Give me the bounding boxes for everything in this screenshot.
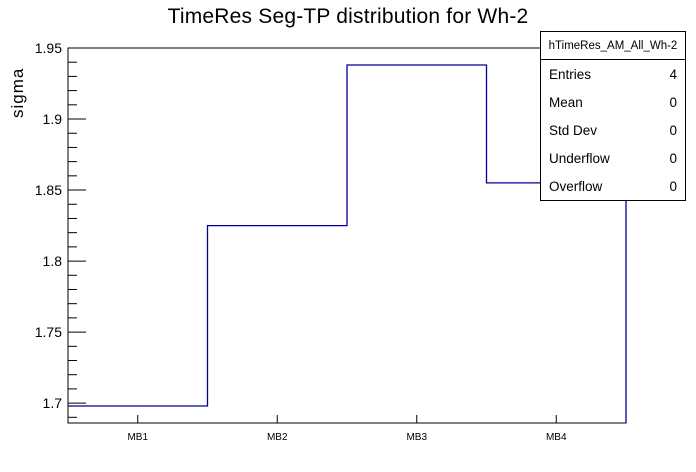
stats-row-underflow: Underflow 0 — [541, 144, 685, 172]
stats-row-entries: Entries 4 — [541, 60, 685, 88]
stats-row-stddev: Std Dev 0 — [541, 116, 685, 144]
x-tick-label: MB1 — [127, 432, 148, 443]
stats-value: 0 — [669, 178, 677, 194]
stats-box-title: hTimeRes_AM_All_Wh-2 — [541, 32, 685, 60]
stats-value: 0 — [669, 150, 677, 166]
stats-label: Mean — [549, 94, 583, 110]
stats-row-mean: Mean 0 — [541, 88, 685, 116]
y-tick-label: 1.8 — [43, 253, 63, 269]
stats-label: Underflow — [549, 150, 610, 166]
y-tick-label: 1.75 — [35, 324, 62, 340]
y-axis: 1.7 1.75 1.8 1.85 1.9 1.95 — [35, 40, 86, 418]
x-tick-label: MB3 — [406, 432, 427, 443]
x-axis: MB1 MB2 MB3 MB4 — [127, 415, 567, 443]
stats-value: 0 — [669, 122, 677, 138]
stats-label: Overflow — [549, 178, 603, 194]
chart-title: TimeRes Seg-TP distribution for Wh-2 — [167, 5, 529, 28]
y-tick-label: 1.85 — [35, 182, 62, 198]
stats-label: Std Dev — [549, 122, 598, 138]
stats-box: hTimeRes_AM_All_Wh-2 Entries 4 Mean 0 St… — [540, 31, 686, 201]
x-tick-label: MB2 — [267, 432, 288, 443]
stats-label: Entries — [549, 66, 592, 82]
y-tick-label: 1.95 — [35, 40, 62, 56]
stats-value: 0 — [669, 94, 677, 110]
stats-value: 4 — [669, 66, 677, 82]
y-tick-label: 1.7 — [43, 395, 63, 411]
y-axis-title: sigma — [8, 67, 27, 118]
x-tick-label: MB4 — [546, 432, 567, 443]
stats-row-overflow: Overflow 0 — [541, 172, 685, 200]
y-tick-label: 1.9 — [43, 111, 63, 127]
